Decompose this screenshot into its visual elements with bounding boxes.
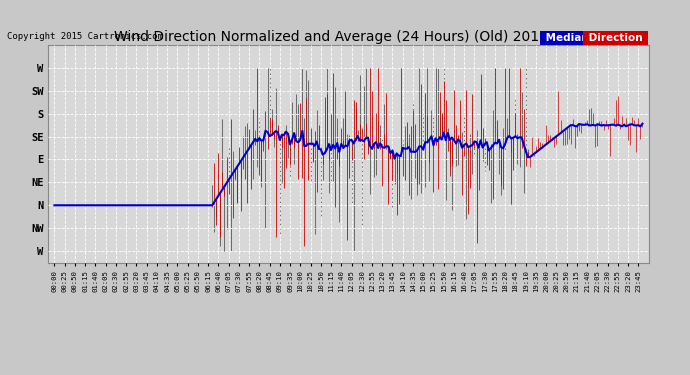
Text: Direction: Direction [585,33,647,43]
Text: Median: Median [542,33,592,43]
Title: Wind Direction Normalized and Average (24 Hours) (Old) 20150602: Wind Direction Normalized and Average (2… [114,30,583,44]
Text: Copyright 2015 Cartronics.com: Copyright 2015 Cartronics.com [7,32,163,41]
